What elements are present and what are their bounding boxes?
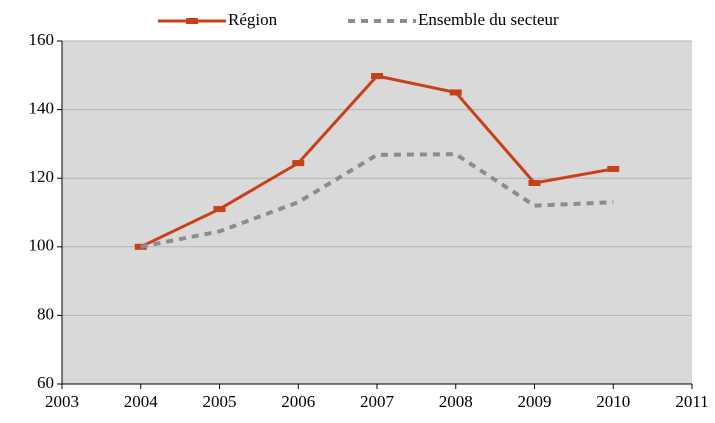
legend-label: Région — [228, 10, 278, 29]
y-tick-label: 100 — [29, 236, 55, 255]
legend-label: Ensemble du secteur — [418, 10, 559, 29]
x-tick-label: 2003 — [45, 392, 79, 411]
y-tick-label: 80 — [37, 304, 54, 323]
plot-area — [62, 41, 692, 384]
legend-marker — [186, 18, 198, 24]
x-tick-label: 2009 — [518, 392, 552, 411]
series-marker — [607, 165, 620, 172]
series-marker — [371, 72, 383, 79]
series-marker — [213, 206, 226, 213]
x-tick-label: 2004 — [124, 392, 159, 411]
y-tick-label: 120 — [29, 167, 55, 186]
series-line — [140, 152, 614, 249]
y-tick-label: 140 — [29, 99, 55, 118]
y-tick-label: 160 — [29, 30, 55, 49]
x-tick-label: 2010 — [596, 392, 630, 411]
x-tick-label: 2011 — [675, 392, 708, 411]
x-tick-label: 2007 — [360, 392, 395, 411]
y-tick-label: 60 — [37, 373, 54, 392]
series-marker — [292, 160, 305, 167]
x-tick-label: 2008 — [439, 392, 473, 411]
x-tick-label: 2006 — [281, 392, 315, 411]
series-marker — [528, 180, 541, 187]
x-tick-label: 2005 — [203, 392, 237, 411]
series-marker — [449, 89, 462, 96]
